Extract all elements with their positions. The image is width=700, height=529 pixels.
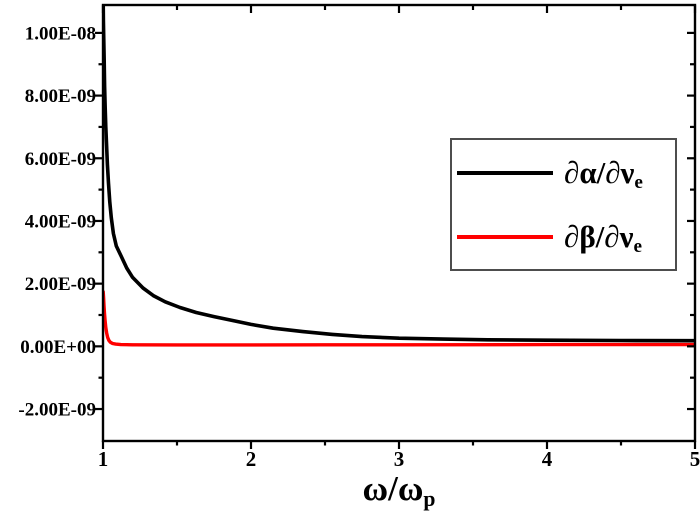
y-tick-label: -2.00E-09 bbox=[18, 400, 96, 421]
x-tick-label: 5 bbox=[690, 447, 700, 471]
legend-label-beta: ∂β/∂νe bbox=[564, 219, 642, 258]
axis-ticks bbox=[95, 5, 697, 449]
legend-item-alpha: ∂α/∂νe bbox=[452, 141, 675, 205]
y-tick-label: 8.00E-09 bbox=[25, 86, 96, 107]
x-axis-title: ω/ωp bbox=[362, 469, 436, 512]
y-tick-label: 4.00E-09 bbox=[25, 211, 96, 232]
legend: ∂α/∂νe ∂β/∂νe bbox=[450, 138, 677, 271]
y-tick-label: 1.00E-08 bbox=[25, 23, 96, 44]
x-tick-label: 4 bbox=[542, 447, 553, 471]
x-tick-label: 1 bbox=[98, 447, 109, 471]
curves bbox=[103, 5, 695, 347]
beta-curve bbox=[103, 290, 695, 347]
y-tick-label: 0.00E+00 bbox=[20, 337, 96, 358]
x-tick-label: 3 bbox=[394, 447, 405, 471]
alpha-curve bbox=[103, 5, 695, 343]
legend-item-beta: ∂β/∂νe bbox=[452, 205, 675, 269]
x-tick-label: 2 bbox=[246, 447, 257, 471]
y-tick-label: 6.00E-09 bbox=[25, 149, 96, 170]
alpha-line-sample bbox=[457, 170, 553, 175]
tick-labels: 1.00E-08 8.00E-09 6.00E-09 4.00E-09 2.00E-09… bbox=[18, 23, 700, 471]
legend-label-alpha: ∂α/∂νe bbox=[564, 155, 643, 194]
y-tick-label: 2.00E-09 bbox=[25, 274, 96, 295]
beta-line-sample bbox=[457, 234, 553, 239]
